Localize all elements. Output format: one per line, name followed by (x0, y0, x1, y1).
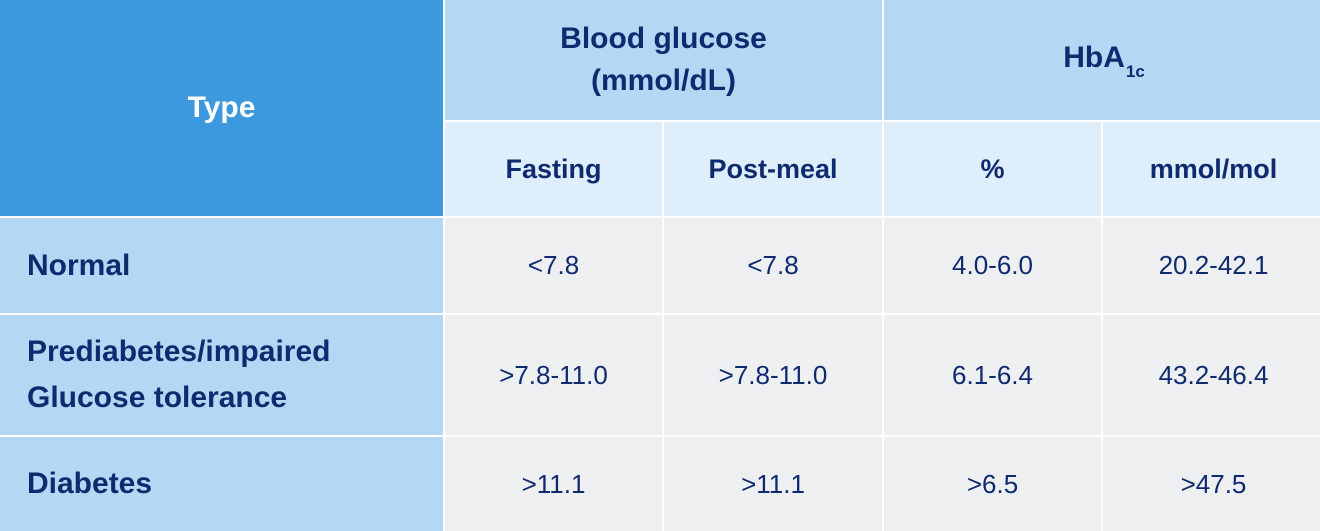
table-cell-fasting: >11.1 (445, 437, 662, 531)
cell-value: >6.5 (966, 468, 1019, 499)
cell-value: 6.1-6.4 (952, 359, 1033, 390)
percent-header-label: % (980, 153, 1005, 184)
cell-value: <7.8 (527, 250, 580, 280)
table-cell-post-meal: >7.8-11.0 (664, 315, 882, 435)
table-cell-post-meal: >11.1 (664, 437, 882, 531)
mmol-mol-header: mmol/mol (1103, 122, 1320, 216)
cell-value: >7.8-11.0 (499, 359, 608, 390)
cell-value: 43.2-46.4 (1158, 359, 1269, 390)
blood-glucose-header: Blood glucose (mmol/dL) (445, 0, 882, 120)
table-cell-fasting: <7.8 (445, 218, 662, 313)
row-type-label: Prediabetes/impaired Glucose tolerance (27, 335, 331, 414)
hba1c-header: HbA1c (884, 0, 1320, 120)
row-type-label: Diabetes (27, 467, 153, 500)
row-header-prediabetes: Prediabetes/impaired Glucose tolerance (0, 315, 443, 435)
cell-value: >7.8-11.0 (718, 359, 828, 390)
cell-value: >11.1 (521, 468, 586, 499)
cell-value: >11.1 (741, 468, 805, 499)
percent-header: % (884, 122, 1101, 216)
hba1c-main-text: HbA (1063, 41, 1125, 74)
table-cell-post-meal: <7.8 (664, 218, 882, 313)
mmol-mol-header-label: mmol/mol (1149, 153, 1278, 184)
type-header-label: Type (187, 91, 256, 124)
blood-glucose-header-label: Blood glucose (mmol/dL) (560, 22, 767, 97)
fasting-header-label: Fasting (505, 153, 602, 184)
hba1c-subscript: 1c (1125, 62, 1145, 81)
row-header-diabetes: Diabetes (0, 437, 443, 531)
type-header: Type (0, 0, 443, 216)
cell-value: >47.5 (1180, 468, 1247, 499)
cell-value: 4.0-6.0 (952, 250, 1033, 280)
cell-value: <7.8 (747, 250, 799, 280)
hba1c-header-label: HbA1c (1063, 37, 1145, 83)
table-cell-hba1c-percent: >6.5 (884, 437, 1101, 531)
table-cell-hba1c-mmol: 43.2-46.4 (1103, 315, 1320, 435)
row-type-label: Normal (27, 248, 131, 282)
post-meal-header: Post-meal (664, 122, 882, 216)
row-header-normal: Normal (0, 218, 443, 313)
table-cell-hba1c-percent: 6.1-6.4 (884, 315, 1101, 435)
post-meal-header-label: Post-meal (708, 153, 838, 184)
table-cell-fasting: >7.8-11.0 (445, 315, 662, 435)
table-cell-hba1c-mmol: 20.2-42.1 (1103, 218, 1320, 313)
fasting-header: Fasting (445, 122, 662, 216)
cell-value: 20.2-42.1 (1158, 250, 1269, 280)
table-cell-hba1c-percent: 4.0-6.0 (884, 218, 1101, 313)
table-cell-hba1c-mmol: >47.5 (1103, 437, 1320, 531)
